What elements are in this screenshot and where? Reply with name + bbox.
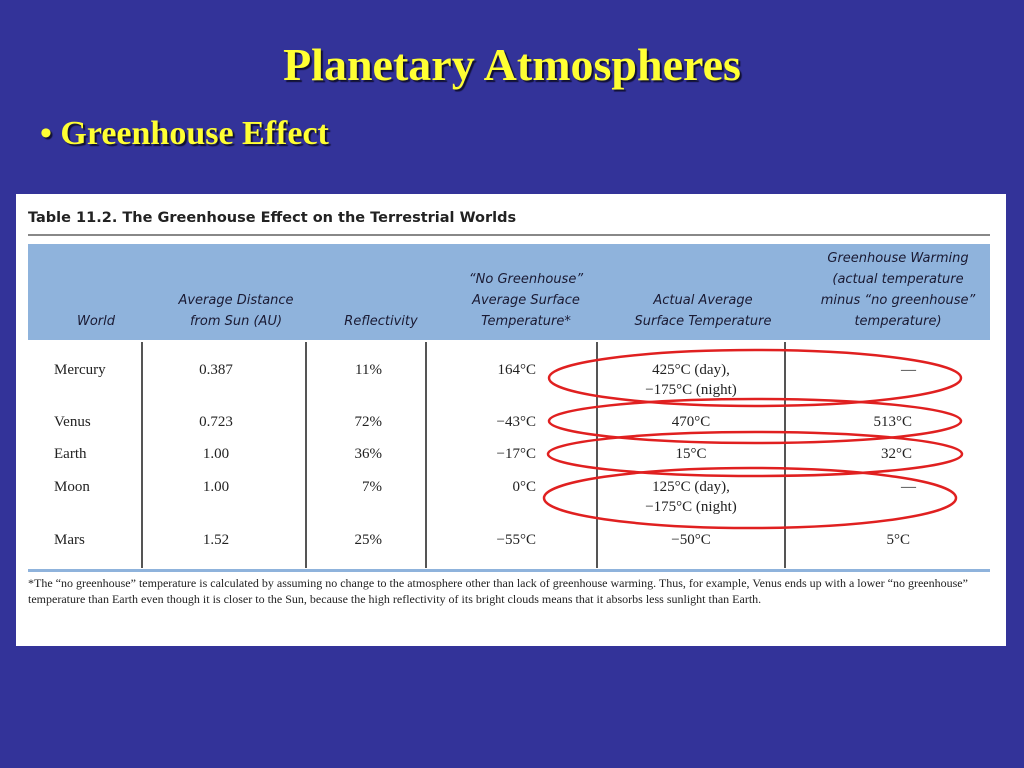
column-divider (141, 342, 143, 568)
header-distance: Average Distance from Sun (AU) (178, 293, 294, 329)
cell-reflectivity: 36% (354, 446, 383, 462)
cell-no-greenhouse: −55°C (496, 532, 536, 548)
cell-actual: 15°C (675, 446, 707, 462)
table-panel: Table 11.2. The Greenhouse Effect on the… (16, 194, 1006, 646)
header-actual: Actual Average Surface Temperature (634, 293, 772, 329)
column-divider (784, 342, 786, 568)
cell-world: Venus (54, 414, 91, 430)
cell-actual: −50°C (671, 532, 711, 548)
column-divider (305, 342, 307, 568)
cell-distance: 1.00 (202, 446, 230, 462)
cell-distance: 1.52 (202, 532, 230, 548)
table-header: World Average Distance from Sun (AU) Ref… (28, 244, 990, 340)
cell-warming: 5°C (886, 532, 910, 548)
cell-world: Moon (54, 479, 90, 495)
cell-warming: — (901, 362, 916, 378)
cell-world: Mars (54, 532, 85, 548)
cell-no-greenhouse: −17°C (496, 446, 536, 462)
header-reflectivity: Reflectivity (344, 314, 418, 329)
cell-world: Earth (54, 446, 87, 462)
cell-warming: — (901, 479, 916, 495)
cell-distance: 1.00 (202, 479, 230, 495)
cell-no-greenhouse: −43°C (496, 414, 536, 430)
cell-distance: 0.387 (199, 362, 233, 378)
cell-reflectivity: 25% (354, 532, 383, 548)
header-world: World (76, 314, 116, 329)
table-bottom-rule (28, 569, 990, 572)
cell-no-greenhouse: 164°C (497, 362, 536, 378)
bullet-point: • Greenhouse Effect (40, 115, 329, 152)
column-divider (425, 342, 427, 568)
header-no-greenhouse: “No Greenhouse” Average Surface Temperat… (468, 272, 584, 329)
table-footnote: *The “no greenhouse” temperature is calc… (28, 576, 968, 606)
cell-world: Mercury (54, 362, 106, 378)
cell-reflectivity: 72% (354, 414, 383, 430)
cell-warming: 513°C (873, 414, 912, 430)
cell-reflectivity: 11% (355, 362, 382, 378)
cell-actual: 470°C (671, 414, 711, 430)
cell-actual: 125°C (day), −175°C (night) (645, 479, 737, 515)
cell-reflectivity: 7% (362, 479, 382, 495)
slide-title: Planetary Atmospheres (283, 39, 741, 90)
cell-distance: 0.723 (199, 414, 233, 430)
cell-no-greenhouse: 0°C (512, 479, 536, 495)
table-caption: Table 11.2. The Greenhouse Effect on the… (28, 210, 517, 226)
cell-actual: 425°C (day), −175°C (night) (645, 362, 737, 398)
header-warming: Greenhouse Warming (actual temperature m… (820, 251, 976, 329)
column-divider (596, 342, 598, 568)
caption-rule (28, 234, 990, 236)
cell-warming: 32°C (880, 446, 912, 462)
